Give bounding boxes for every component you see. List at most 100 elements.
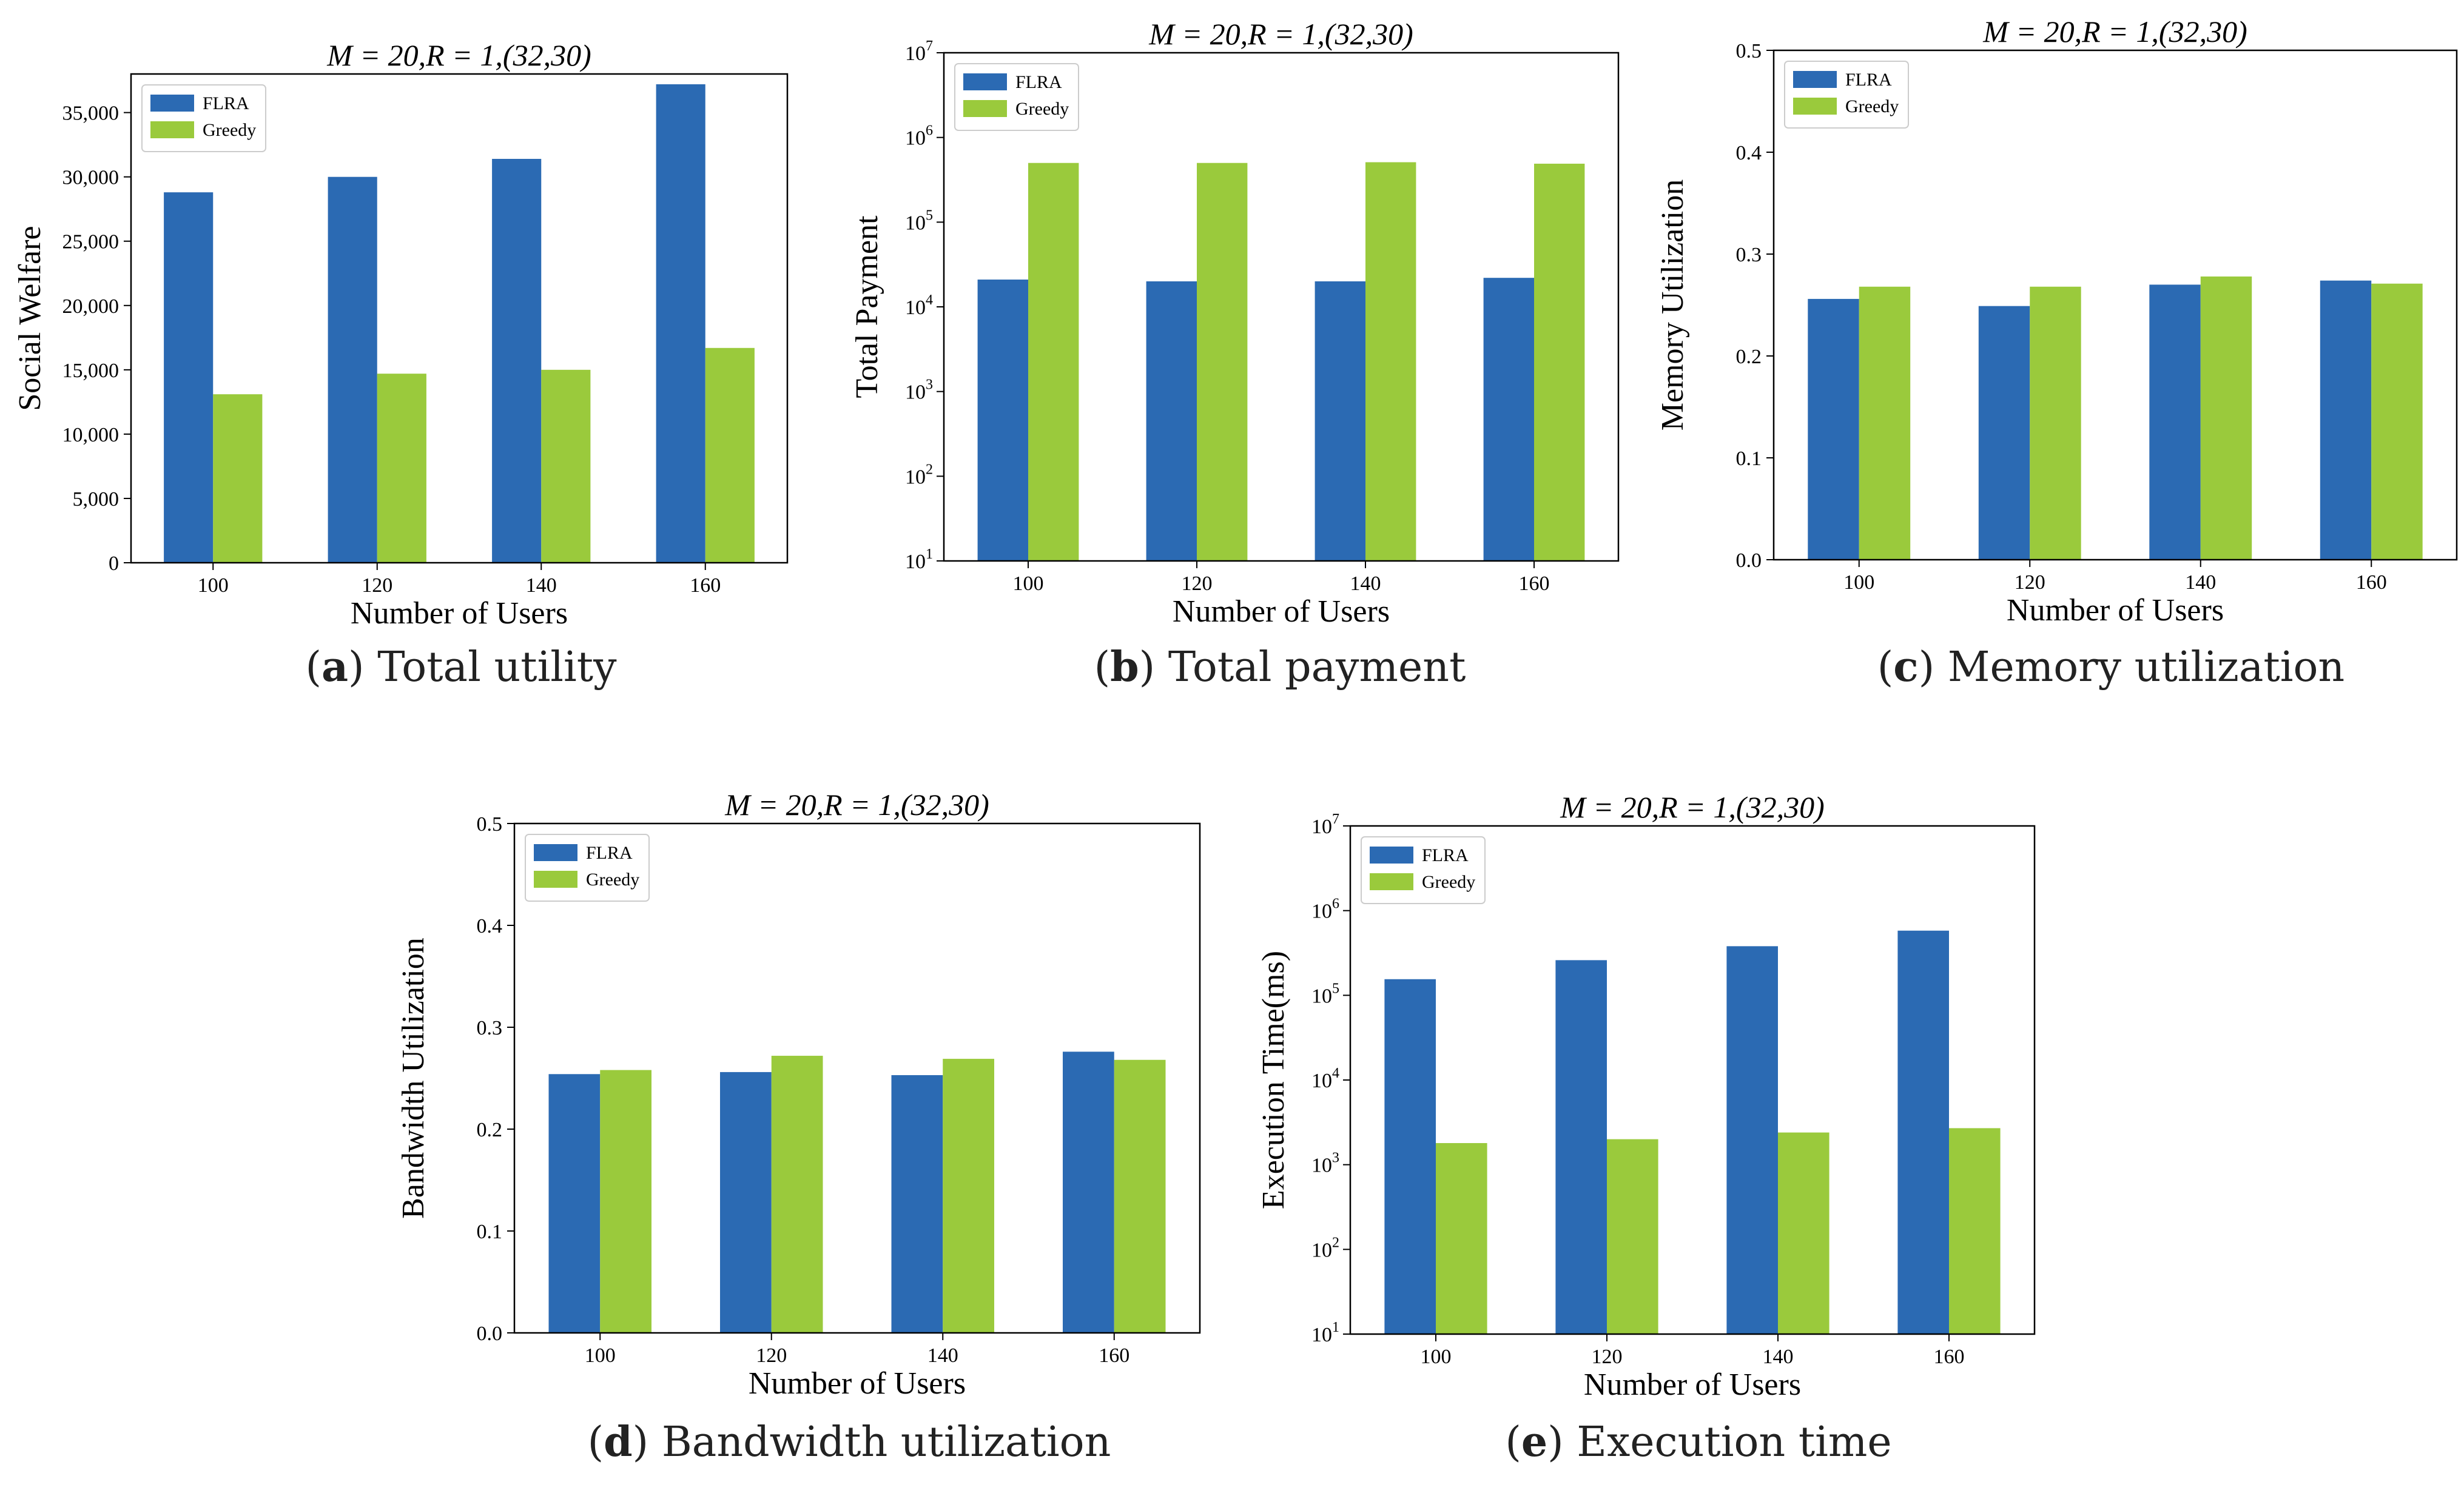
legend-swatch-greedy [150, 121, 194, 138]
bar-greedy-140 [943, 1059, 994, 1333]
chart-e: M = 20,R = 1,(32,30) 100 120 140 160 101 102 10… [1256, 790, 2036, 1402]
caption-letter: b [1110, 643, 1139, 691]
caption-c: (c) Memory utilization [1877, 643, 2345, 691]
bar-flra-100 [548, 1074, 601, 1333]
x-tick-label: 100 [198, 574, 229, 597]
bar-greedy-100 [1436, 1143, 1487, 1334]
bar-greedy-140 [1778, 1132, 1829, 1334]
x-tick-label: 140 [1763, 1346, 1794, 1368]
y-tick-label: 0.3 [1736, 244, 1762, 266]
y-tick-label: 0.0 [1736, 549, 1762, 572]
x-tick-label: 120 [1182, 572, 1213, 595]
y-tick-label: 106 [905, 123, 933, 150]
bar-flra-160 [1063, 1052, 1114, 1333]
y-tick-label: 25,000 [62, 231, 119, 253]
bar-greedy-100 [600, 1070, 651, 1333]
legend-label-greedy: Greedy [1015, 99, 1069, 119]
legend-swatch-flra [150, 95, 194, 112]
bar-flra-140 [492, 158, 542, 563]
legend-label-greedy: Greedy [203, 120, 256, 140]
caption-text: Total payment [1168, 643, 1466, 691]
bar-greedy-120 [2030, 286, 2081, 560]
x-axis-label: Number of Users [351, 596, 568, 631]
bar-greedy-100 [1859, 286, 1911, 560]
x-tick-label: 160 [1099, 1344, 1129, 1367]
y-tick-label: 5,000 [73, 488, 119, 511]
legend-label-greedy: Greedy [1422, 872, 1475, 892]
legend-swatch-greedy [963, 100, 1007, 117]
y-tick-label: 0.5 [477, 813, 503, 836]
y-tick-label: 0.1 [477, 1221, 503, 1243]
y-tick-label: 107 [905, 38, 933, 65]
y-tick-label: 104 [1311, 1065, 1339, 1092]
legend-swatch-greedy [534, 871, 577, 888]
bar-greedy-140 [541, 369, 591, 563]
plot-frame [943, 52, 1620, 562]
x-tick-label: 100 [1421, 1346, 1452, 1368]
bar-flra-160 [2320, 280, 2372, 560]
plot-frame [1349, 825, 2036, 1335]
x-tick-label: 140 [1350, 572, 1381, 595]
bar-greedy-120 [377, 374, 426, 563]
caption-text: Bandwidth utilization [661, 1418, 1111, 1466]
y-tick-label: 105 [905, 207, 933, 234]
y-tick-label: 0.2 [1736, 346, 1762, 368]
y-tick-label: 107 [1311, 811, 1339, 838]
legend-swatch-flra [1370, 847, 1413, 864]
bar-flra-100 [1808, 298, 1859, 560]
legend-label-flra: FLRA [1845, 70, 1892, 90]
caption-text: Execution time [1577, 1418, 1892, 1466]
x-tick-label: 160 [1519, 572, 1550, 595]
y-tick-label: 102 [1311, 1235, 1339, 1261]
bar-greedy-160 [1114, 1059, 1166, 1333]
bar-flra-160 [1897, 930, 1949, 1334]
y-tick-label: 20,000 [62, 295, 119, 318]
legend-label-flra: FLRA [586, 843, 633, 863]
y-axis-label: Social Welfare [13, 226, 47, 411]
chart-d: M = 20,R = 1,(32,30) 100 120 140 160 0.0 0.1 0.… [396, 788, 1201, 1401]
y-tick-label: 103 [1311, 1150, 1339, 1177]
x-tick-label: 140 [2185, 571, 2216, 594]
x-tick-label: 120 [756, 1344, 787, 1367]
plot-frame [513, 822, 1201, 1334]
y-axis-label: Execution Time(ms) [1256, 951, 1291, 1209]
bar-greedy-160 [2371, 283, 2423, 560]
x-tick-label: 120 [1592, 1346, 1623, 1368]
y-axis-label: Total Payment [850, 215, 884, 398]
caption-e: (e) Execution time [1505, 1418, 1892, 1466]
bar-flra-100 [164, 192, 214, 563]
x-tick-label: 100 [1843, 571, 1874, 594]
chart-title: M = 20,R = 1,(32,30) [326, 38, 591, 72]
legend-label-flra: FLRA [1015, 72, 1062, 92]
bar-greedy-140 [1365, 162, 1416, 561]
legend-label-greedy: Greedy [586, 870, 639, 890]
x-axis-label: Number of Users [749, 1366, 966, 1401]
plot-frame [1772, 49, 2458, 561]
y-tick-label: 101 [905, 546, 933, 573]
bar-flra-100 [977, 279, 1028, 561]
legend-label-flra: FLRA [203, 93, 249, 113]
legend-label-greedy: Greedy [1845, 96, 1899, 116]
y-tick-label: 105 [1311, 981, 1339, 1007]
chart-a: M = 20,R = 1,(32,30) 100 120 140 160 0 5,000 10… [13, 38, 789, 631]
y-tick-label: 0.4 [477, 915, 503, 938]
y-tick-label: 0.0 [477, 1323, 503, 1345]
bar-flra-160 [656, 84, 705, 563]
bar-greedy-140 [2200, 276, 2252, 560]
caption-letter: e [1521, 1418, 1548, 1466]
bar-greedy-160 [1534, 163, 1585, 562]
x-tick-label: 120 [362, 574, 392, 597]
caption-b: (b) Total payment [1094, 643, 1466, 691]
bar-greedy-160 [705, 347, 755, 563]
bar-greedy-120 [1197, 163, 1248, 561]
x-tick-label: 120 [2015, 571, 2045, 594]
legend-swatch-greedy [1793, 98, 1837, 115]
chart-b: M = 20,R = 1,(32,30) 100 120 140 160 101 102 10… [850, 17, 1620, 629]
bar-greedy-120 [771, 1056, 823, 1333]
x-tick-label: 160 [690, 574, 721, 597]
y-tick-label: 15,000 [62, 360, 119, 382]
bar-flra-120 [328, 176, 377, 563]
y-axis-label: Memory Utilization [1655, 179, 1690, 431]
caption-text: Memory utilization [1947, 643, 2345, 691]
